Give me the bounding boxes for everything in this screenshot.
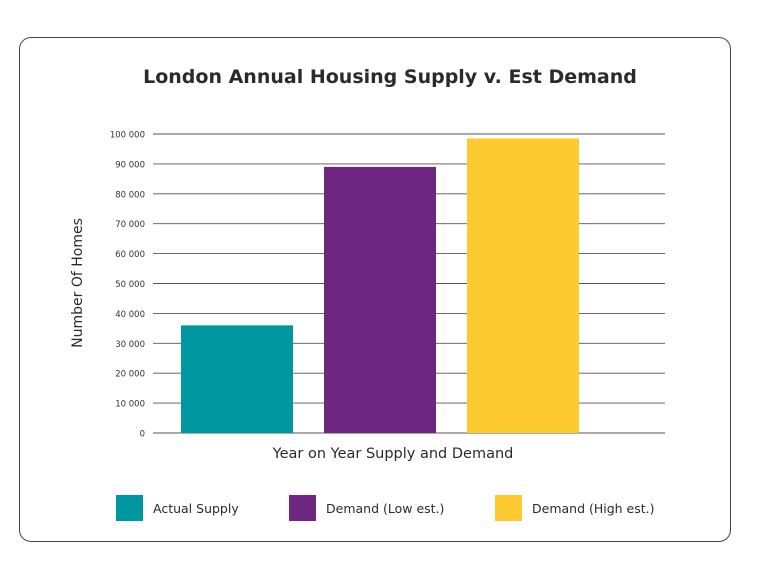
y-tick-label: 100 000 xyxy=(110,131,145,141)
chart-title: London Annual Housing Supply v. Est Dema… xyxy=(143,66,637,88)
legend-swatch xyxy=(116,495,143,521)
y-tick-label: 60 000 xyxy=(115,250,145,260)
legend-swatch xyxy=(495,495,522,521)
y-tick-label: 20 000 xyxy=(115,370,145,380)
bar-1 xyxy=(181,325,293,433)
bar-2 xyxy=(324,166,436,433)
y-axis-label: Number Of Homes xyxy=(70,218,86,348)
y-tick-label: 70 000 xyxy=(115,220,145,230)
legend-label: Demand (High est.) xyxy=(532,501,655,516)
legend-swatch xyxy=(289,495,316,521)
legend-label: Demand (Low est.) xyxy=(326,501,444,516)
legend-item: Actual Supply xyxy=(116,495,239,521)
bars xyxy=(181,138,579,434)
legend-label: Actual Supply xyxy=(153,501,239,516)
y-tick-label: 0 xyxy=(140,430,145,440)
y-tick-label: 90 000 xyxy=(115,160,145,170)
y-tick-label: 50 000 xyxy=(115,280,145,290)
legend-item: Demand (Low est.) xyxy=(289,495,444,521)
y-tick-label: 80 000 xyxy=(115,190,145,200)
bar-3 xyxy=(467,138,579,434)
y-tick-label: 10 000 xyxy=(115,400,145,410)
y-tick-labels: 0 10 000 20 000 30 000 40 000 50 000 60 000 70 … xyxy=(110,131,145,440)
x-axis-label: Year on Year Supply and Demand xyxy=(272,446,514,462)
legend-item: Demand (High est.) xyxy=(495,495,655,521)
legend: Actual Supply Demand (Low est.) Demand (Hi… xyxy=(116,495,655,521)
y-tick-label: 30 000 xyxy=(115,340,145,350)
y-tick-label: 40 000 xyxy=(115,310,145,320)
